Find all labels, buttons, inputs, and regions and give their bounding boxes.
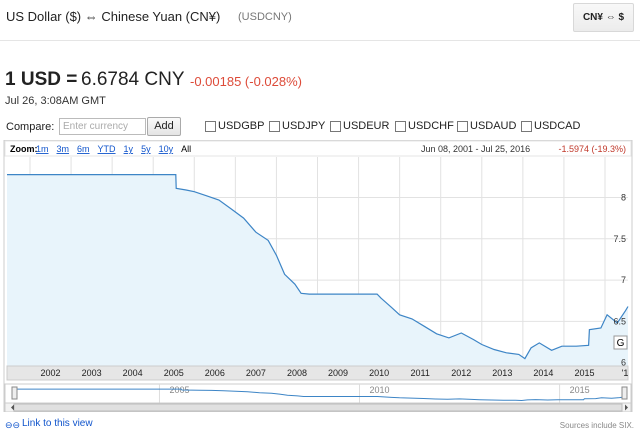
swap-button[interactable]: CN¥ ⇔ $ <box>573 3 634 32</box>
y-tick-label: 6.5 <box>613 316 626 326</box>
add-button[interactable]: Add <box>147 117 181 136</box>
zoom-option[interactable]: 10y <box>159 144 174 154</box>
link-to-view[interactable]: Link to this view <box>22 418 93 429</box>
compare-checkbox[interactable] <box>330 121 341 132</box>
zoom-option[interactable]: 1y <box>124 144 134 154</box>
scroll-arrow[interactable] <box>625 404 628 411</box>
x-tick-label: 2011 <box>410 368 429 378</box>
compare-checkbox[interactable] <box>457 121 468 132</box>
x-tick-label: 2015 <box>574 368 594 378</box>
compare-checkbox[interactable] <box>521 121 532 132</box>
chart: Zoom: Jun 08, 2001 - Jul 25, 2016 -1.597… <box>3 140 633 412</box>
zoom-label: Zoom: <box>10 144 38 154</box>
x-tick-label: 2008 <box>287 368 307 378</box>
zoom-option[interactable]: 5y <box>141 144 151 154</box>
compare-option[interactable]: USDCAD <box>534 120 581 132</box>
navigator-handle[interactable] <box>11 386 18 400</box>
area <box>7 174 628 366</box>
source-note: Sources include SIX. <box>559 421 634 430</box>
g-button-label[interactable]: G <box>617 338 625 349</box>
x-tick-label: 2009 <box>328 368 348 378</box>
x-tick-label: 2014 <box>533 368 553 378</box>
quote-label: 1 USD = <box>5 69 78 90</box>
y-tick-label: 8 <box>621 192 626 202</box>
quote-value: 6.6784 CNY <box>81 69 185 90</box>
zoom-option[interactable]: 1m <box>36 144 49 154</box>
compare-option[interactable]: USDGBP <box>218 120 265 132</box>
toolbar <box>4 140 632 157</box>
navigator-handle[interactable] <box>621 386 628 400</box>
compare-option[interactable]: USDJPY <box>282 120 326 132</box>
title: US Dollar ($) ⇔ Chinese Yuan (CN¥) <box>6 9 221 24</box>
y-tick-label: 7.5 <box>613 234 626 244</box>
compare-label: Compare: <box>6 121 55 133</box>
compare-checkbox[interactable] <box>269 121 280 132</box>
range-label: Jun 08, 2001 - Jul 25, 2016 <box>421 144 530 154</box>
divider <box>0 40 640 41</box>
compare-option[interactable]: USDAUD <box>470 120 517 132</box>
zoom-option[interactable]: 3m <box>57 144 70 154</box>
link-icon: ⊖⊖ <box>5 420 21 430</box>
x-tick-label: 2003 <box>82 368 102 378</box>
x-tick-label: 2004 <box>123 368 143 378</box>
x-tick-label: 2006 <box>205 368 225 378</box>
y-tick-label: 6 <box>621 358 626 368</box>
compare-checkbox[interactable] <box>395 121 406 132</box>
navigator-line <box>17 388 623 402</box>
navigator-label: 2005 <box>169 385 189 395</box>
x-tick-label: 2002 <box>41 368 61 378</box>
zoom-option[interactable]: All <box>181 144 191 154</box>
navigator-label: 2010 <box>370 385 390 395</box>
x-tick-label: 2012 <box>451 368 471 378</box>
x-tick-label: '1 <box>622 368 629 378</box>
x-axis-band <box>6 365 629 381</box>
zoom-option[interactable]: YTD <box>98 144 117 154</box>
line <box>7 174 629 360</box>
compare-option[interactable]: USDEUR <box>343 120 390 132</box>
x-tick-label: 2007 <box>246 368 266 378</box>
quote-change: -0.00185 (-0.028%) <box>190 74 303 89</box>
compare-checkbox[interactable] <box>205 121 216 132</box>
scrollbar-thumb[interactable] <box>13 403 623 412</box>
g-button[interactable] <box>613 335 628 350</box>
x-tick-label: 2005 <box>164 368 184 378</box>
x-tick-label: 2010 <box>369 368 389 378</box>
compare-input[interactable]: Enter currency <box>59 118 146 135</box>
compare-option[interactable]: USDCHF <box>408 120 454 132</box>
zoom-option[interactable]: 6m <box>77 144 90 154</box>
scroll-arrow[interactable] <box>11 404 14 411</box>
range-change: -1.5974 (-19.3%) <box>558 144 626 154</box>
quote-time: Jul 26, 3:08AM GMT <box>5 95 106 107</box>
y-tick-label: 7 <box>621 275 626 285</box>
symbol: (USDCNY) <box>238 11 292 23</box>
navigator-label: 2015 <box>570 385 590 395</box>
x-tick-label: 2013 <box>492 368 512 378</box>
